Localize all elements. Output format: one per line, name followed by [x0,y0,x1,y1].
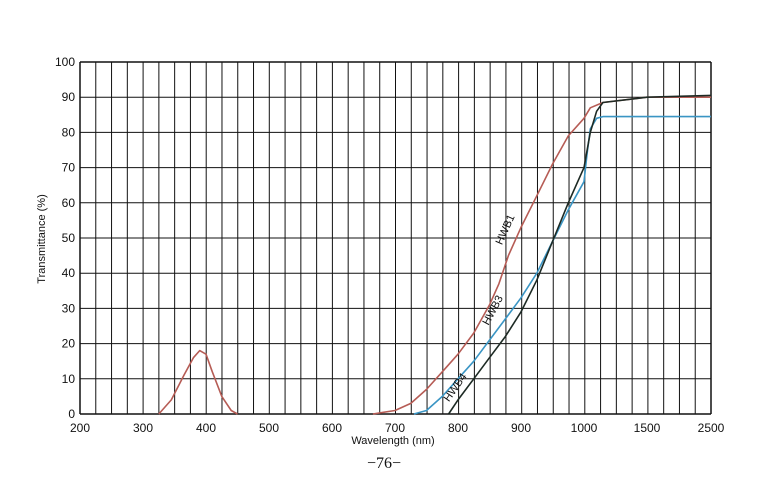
y-tick-label: 20 [62,337,76,351]
y-tick-label: 40 [62,266,76,280]
x-tick-label: 700 [385,421,405,435]
x-tick-label: 300 [133,421,153,435]
y-tick-labels: 0 10 20 30 40 50 60 70 80 90 100 [55,55,75,421]
series-line-hwb1 [158,349,238,415]
series-lines [158,94,712,415]
page-number: −76− [366,455,402,472]
y-tick-label: 30 [62,301,76,315]
y-tick-label: 10 [62,372,76,386]
series-line-hwb3 [413,115,711,415]
series-line-hwb1 [372,96,711,415]
curve-label-hwb4: HWB4 [442,371,470,404]
y-tick-label: 60 [62,196,76,210]
y-tick-label: 100 [55,55,75,69]
y-tick-label: 70 [62,161,76,175]
horizontal-grid [80,61,711,415]
x-tick-label: 900 [511,421,531,435]
x-tick-label: 2500 [698,421,725,435]
y-tick-label: 0 [68,407,75,421]
x-tick-labels: 200 300 400 500 600 700 800 900 1000 1500 2500 [70,421,725,435]
y-tick-label: 50 [62,231,76,245]
x-tick-label: 1500 [634,421,661,435]
y-axis-title: Transmittance (%) [36,194,48,283]
y-tick-label: 80 [62,125,76,139]
x-axis-title: Wavelength (nm) [351,435,434,447]
transmittance-chart: 0 10 20 30 40 50 60 70 80 90 100 200 300 400 500 600 70… [36,55,725,447]
x-tick-label: 200 [70,421,90,435]
y-tick-label: 90 [62,90,76,104]
x-tick-label: 1000 [571,421,598,435]
x-tick-label: 400 [196,421,216,435]
x-tick-label: 800 [448,421,468,435]
series-line-hwb4 [447,94,712,415]
x-tick-label: 600 [322,421,342,435]
x-tick-label: 500 [259,421,279,435]
